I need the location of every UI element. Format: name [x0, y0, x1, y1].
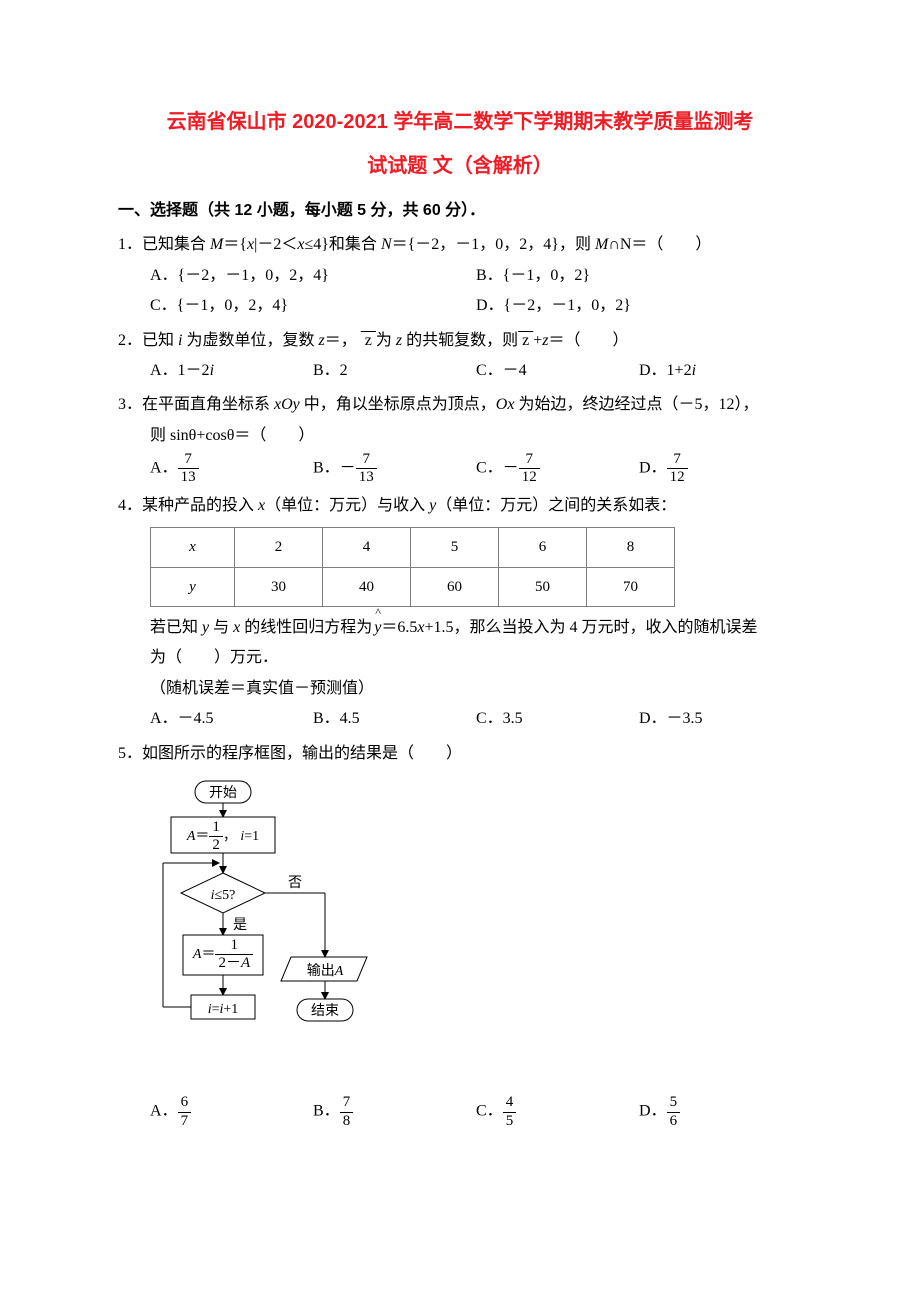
q5-opt-a: A．67 — [150, 1094, 313, 1130]
q5-opt-d: D．56 — [639, 1094, 802, 1130]
q1-opt-b: B．{－1，0，2} — [476, 261, 802, 291]
question-4: 4．某种产品的投入 x（单位：万元）与收入 y（单位：万元）之间的关系如表： x… — [118, 491, 802, 735]
svg-text:是: 是 — [233, 918, 247, 933]
svg-text:否: 否 — [288, 876, 302, 891]
q4-opt-a: A．－4.5 — [150, 704, 313, 734]
q3-opt-c: C．－712 — [476, 451, 639, 487]
section-heading: 一、选择题（共 12 小题，每小题 5 分，共 60 分）． — [118, 196, 802, 226]
question-1: 1．已知集合 M＝{x|－2＜x≤4}和集合 N＝{－2，－1，0，2，4}，则… — [118, 230, 802, 321]
q3-opt-b: B．－713 — [313, 451, 476, 487]
svg-text:结束: 结束 — [311, 1003, 339, 1019]
question-2: 2．已知 i 为虚数单位，复数 z＝， z 为 z 的共轭复数，则 z +z＝（… — [118, 326, 802, 387]
q4-line3: 为（ ）万元． — [150, 643, 802, 673]
q4-line2: 若已知 y 与 x 的线性回归方程为^y＝6.5x+1.5，那么当投入为 4 万… — [150, 613, 802, 643]
table-row: y 30 40 60 50 70 — [151, 567, 675, 607]
q4-table: x 2 4 5 6 8 y 30 40 60 50 70 — [150, 527, 675, 607]
q1-opt-a: A．{－2，－1，0，2，4} — [150, 261, 476, 291]
q3-opt-a: A．713 — [150, 451, 313, 487]
q2-opt-a: A．1－2i — [150, 356, 313, 386]
q3-opt-d: D．712 — [639, 451, 802, 487]
q5-opt-b: B．78 — [313, 1094, 476, 1130]
q2-opt-b: B．2 — [313, 356, 476, 386]
q1-stem: 1．已知集合 M＝{x|－2＜x≤4}和集合 N＝{－2，－1，0，2，4}，则… — [118, 236, 711, 253]
question-5: 5．如图所示的程序框图，输出的结果是（ ） 开始 A＝12， i=1 i≤5? … — [118, 739, 802, 1130]
q2-stem: 2．已知 i 为虚数单位，复数 z＝， z 为 z 的共轭复数，则 z +z＝（… — [118, 332, 629, 349]
doc-title-line2: 试试题 文（含解析） — [118, 144, 802, 188]
q3-stem: 3．在平面直角坐标系 xOy 中，角以坐标原点为顶点，Ox 为始边，终边经过点（… — [118, 396, 758, 413]
q2-opt-d: D．1+2i — [639, 356, 802, 386]
doc-title-line1: 云南省保山市 2020-2021 学年高二数学下学期期末教学质量监测考 — [118, 100, 802, 144]
q5-opt-c: C．45 — [476, 1094, 639, 1130]
q3-stem-line2: 则 sinθ+cosθ＝（ ） — [150, 421, 802, 451]
q4-opt-d: D．－3.5 — [639, 704, 802, 734]
question-3: 3．在平面直角坐标系 xOy 中，角以坐标原点为顶点，Ox 为始边，终边经过点（… — [118, 390, 802, 486]
q4-opt-c: C．3.5 — [476, 704, 639, 734]
flowchart-diagram: 开始 A＝12， i=1 i≤5? 否 是 A＝12－A — [153, 779, 393, 1079]
svg-text:开始: 开始 — [209, 785, 237, 801]
q1-opt-d: D．{－2，－1，0，2} — [476, 291, 802, 321]
q4-line4: （随机误差＝真实值－预测值） — [150, 674, 802, 704]
q5-stem: 5．如图所示的程序框图，输出的结果是（ ） — [118, 739, 802, 769]
q2-opt-c: C．－4 — [476, 356, 639, 386]
table-row: x 2 4 5 6 8 — [151, 528, 675, 568]
q1-opt-c: C．{－1，0，2，4} — [150, 291, 476, 321]
q4-opt-b: B．4.5 — [313, 704, 476, 734]
q4-stem: 4．某种产品的投入 x（单位：万元）与收入 y（单位：万元）之间的关系如表： — [118, 497, 676, 514]
